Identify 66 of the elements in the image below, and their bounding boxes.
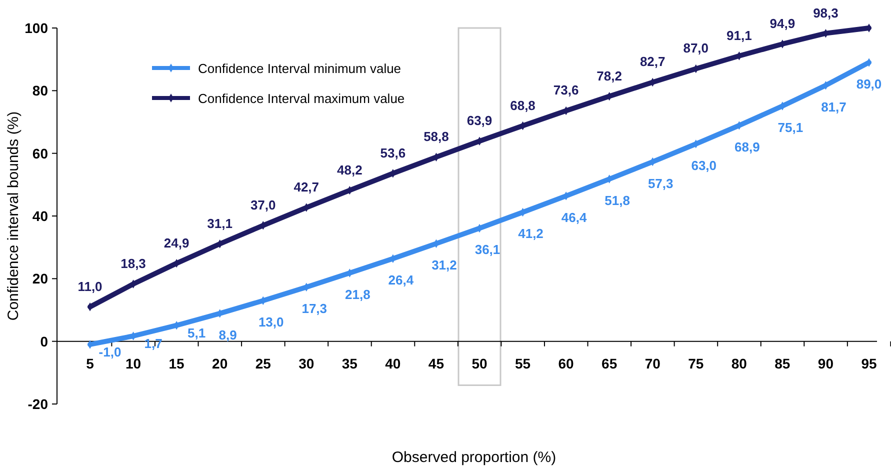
data-label: 21,8 <box>345 287 370 302</box>
x-tick-label: 55 <box>514 355 531 372</box>
data-label: 94,9 <box>770 16 796 31</box>
data-label: 48,2 <box>337 162 362 178</box>
x-tick-label: 95 <box>861 355 877 372</box>
data-label: 17,3 <box>302 301 328 316</box>
data-label: 24,9 <box>164 235 190 250</box>
legend-label: Confidence Interval maximum value <box>198 91 405 106</box>
data-label: 31,2 <box>432 258 457 273</box>
data-label: 82,7 <box>640 54 666 70</box>
x-tick-label: 30 <box>298 355 314 372</box>
data-label: 63,9 <box>466 113 492 128</box>
data-label: 91,1 <box>726 28 752 43</box>
data-label: -1,0 <box>98 344 122 360</box>
x-tick-label: 10 <box>125 355 142 372</box>
y-tick-label: 0 <box>40 333 48 350</box>
data-label: 63,0 <box>691 158 717 173</box>
x-tick-label: 90 <box>818 355 834 372</box>
x-tick-label: 65 <box>602 355 618 372</box>
y-tick-label: 60 <box>32 145 48 162</box>
data-label: 37,0 <box>250 197 276 212</box>
x-tick-label: 70 <box>644 355 661 372</box>
x-tick-label: 40 <box>385 355 401 372</box>
data-label: 68,9 <box>734 139 760 154</box>
x-tick-label: 25 <box>255 355 272 372</box>
data-label: 42,7 <box>294 180 320 195</box>
x-tick-label: 45 <box>428 355 444 372</box>
y-tick-label: 80 <box>32 82 48 99</box>
x-tick-label: 15 <box>168 355 185 372</box>
x-axis-title: Observed proportion (%) <box>392 449 556 466</box>
x-tick-label: 50 <box>472 355 488 372</box>
x-tick-label: 20 <box>212 355 228 372</box>
data-label: 11,0 <box>78 278 102 294</box>
data-label: 89,0 <box>856 76 882 92</box>
data-label: 13,0 <box>258 314 284 330</box>
data-label: 36,1 <box>474 242 500 258</box>
data-label: 58,8 <box>424 129 449 144</box>
y-tick-label: 20 <box>32 270 48 287</box>
data-label: 81,7 <box>821 99 846 114</box>
x-tick-label: 80 <box>731 355 748 372</box>
data-label: 41,2 <box>518 226 544 242</box>
y-tick-label: -20 <box>28 396 48 412</box>
data-label: 46,4 <box>561 210 588 225</box>
data-label: 51,8 <box>604 193 630 208</box>
x-tick-label: 5 <box>86 355 94 372</box>
y-tick-label: 40 <box>32 208 48 224</box>
data-label: 78,2 <box>596 68 622 84</box>
data-label: 53,6 <box>380 145 406 160</box>
data-label: 31,1 <box>207 216 232 231</box>
data-label: 73,6 <box>553 82 579 98</box>
x-tick-label: 85 <box>774 355 790 372</box>
data-label: 57,3 <box>648 176 674 191</box>
y-axis-title: Confidence interval bounds (%) <box>5 111 22 321</box>
data-label: 18,3 <box>120 256 146 271</box>
data-label: 75,1 <box>778 120 804 136</box>
legend-label: Confidence Interval minimum value <box>198 61 402 76</box>
data-label: 68,8 <box>510 98 536 113</box>
data-label: 26,4 <box>388 272 414 288</box>
y-tick-label: 100 <box>24 20 48 36</box>
data-label: 5,1 <box>188 325 206 340</box>
x-tick-label: 60 <box>558 355 574 372</box>
x-tick-label: 35 <box>342 355 358 372</box>
data-label: 98,3 <box>813 5 838 20</box>
data-label: 87,0 <box>683 40 709 56</box>
x-tick-label: 75 <box>688 355 704 372</box>
data-label: 8,9 <box>218 327 237 342</box>
